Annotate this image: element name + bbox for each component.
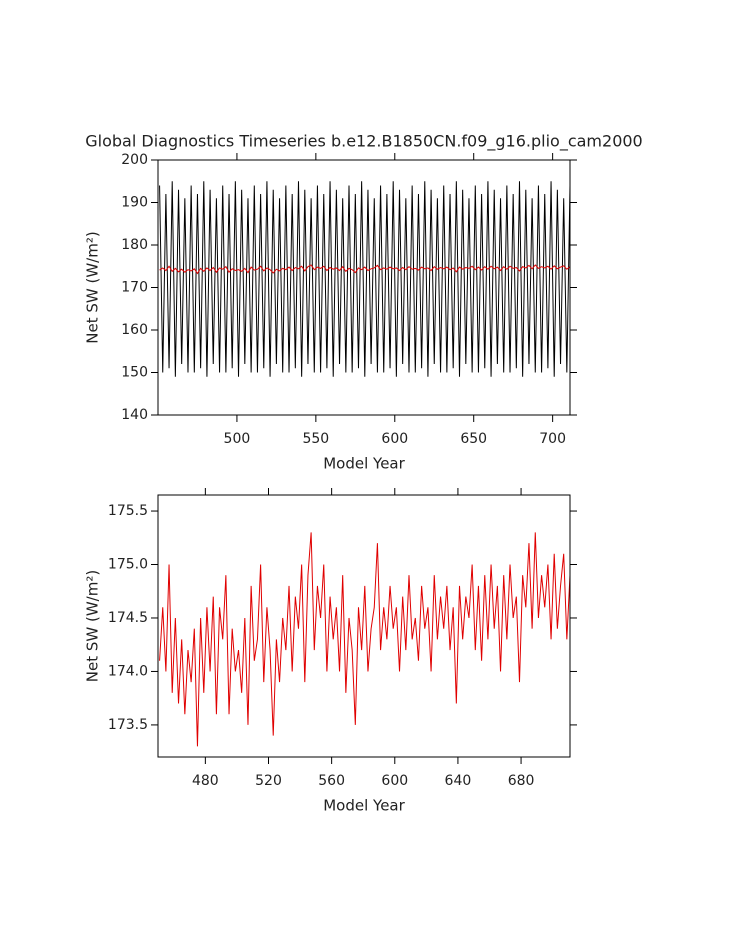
y-tick-label: 174.0	[108, 663, 148, 679]
x-tick-label: 550	[302, 431, 329, 447]
series-line	[159, 264, 570, 275]
x-tick-label: 680	[508, 773, 535, 789]
x-tick-label: 640	[445, 773, 472, 789]
y-tick-label: 160	[121, 322, 148, 338]
x-tick-label: 600	[381, 431, 408, 447]
x-axis-label: Model Year	[323, 797, 405, 815]
y-tick-label: 175.0	[108, 557, 148, 573]
y-tick-label: 190	[121, 195, 148, 211]
y-tick-label: 175.5	[108, 503, 148, 519]
x-tick-label: 500	[224, 431, 251, 447]
y-tick-label: 150	[121, 365, 148, 381]
x-tick-label: 560	[318, 773, 345, 789]
plot-frame	[157, 494, 571, 758]
series-line	[159, 532, 570, 747]
y-axis-label: Net SW (W/m²)	[84, 570, 102, 682]
y-tick-label: 170	[121, 280, 148, 296]
y-axis-label: Net SW (W/m²)	[84, 231, 102, 343]
y-tick-label: 180	[121, 237, 148, 253]
series-line	[159, 181, 570, 377]
chart-title: Global Diagnostics Timeseries b.e12.B185…	[85, 132, 642, 152]
x-tick-label: 520	[255, 773, 282, 789]
x-tick-label: 650	[460, 431, 487, 447]
x-tick-label: 700	[539, 431, 566, 447]
x-tick-label: 600	[381, 773, 408, 789]
x-tick-label: 480	[192, 773, 219, 789]
y-tick-label: 174.5	[108, 610, 148, 626]
x-axis-label: Model Year	[323, 455, 405, 473]
y-tick-label: 140	[121, 407, 148, 423]
y-tick-label: 173.5	[108, 717, 148, 733]
y-tick-label: 200	[121, 152, 148, 168]
